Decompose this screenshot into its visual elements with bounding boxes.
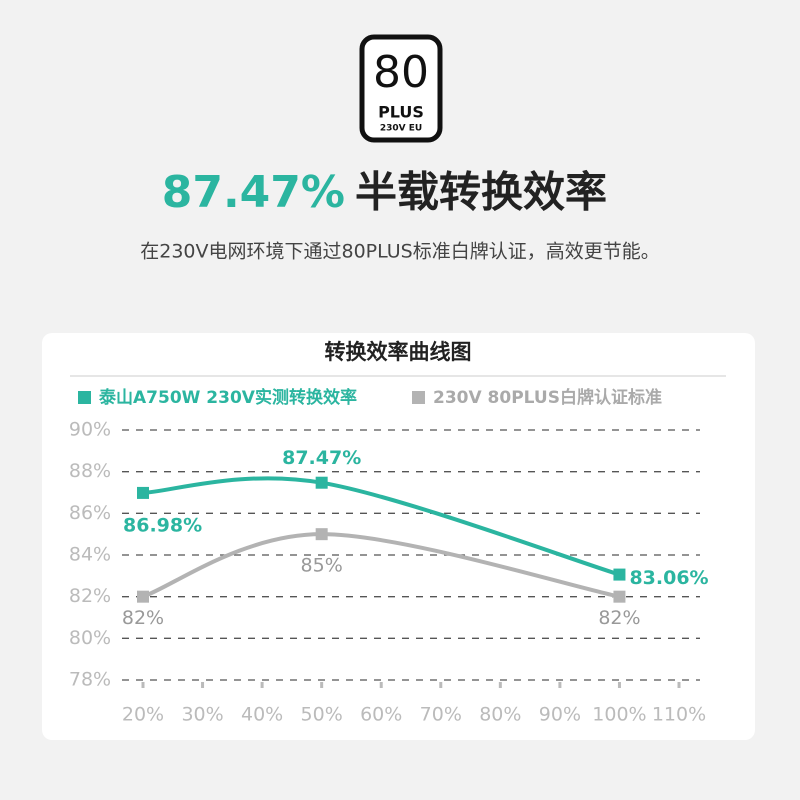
headline-value: 87.47% [162, 167, 345, 218]
point-marker [613, 568, 626, 581]
y-tick-label: 88% [69, 460, 111, 482]
point-marker [613, 590, 626, 603]
y-tick-label: 82% [69, 585, 111, 607]
point-marker [315, 476, 328, 489]
y-tick-label: 86% [69, 502, 111, 524]
x-tick-label: 90% [539, 704, 581, 726]
series-line [142, 476, 621, 577]
y-tick-label: 78% [69, 669, 111, 691]
x-tick-label: 100% [592, 704, 646, 726]
x-tick-label: 50% [301, 704, 343, 726]
legend-swatch [78, 391, 91, 404]
data-label: 86.98% [123, 514, 202, 536]
legend-swatch [412, 391, 425, 404]
data-label: 82% [598, 607, 640, 629]
x-tick-label: 80% [479, 704, 521, 726]
headline-text: 半载转换效率 [355, 168, 607, 217]
x-tick-label: 30% [181, 704, 223, 726]
point-marker [315, 528, 328, 541]
data-label: 85% [301, 555, 343, 577]
x-tick-label: 110% [652, 704, 706, 726]
logo-brand: PLUS [378, 103, 424, 122]
legend-label: 泰山A750W 230V实测转换效率 [99, 387, 357, 408]
y-tick-label: 90% [69, 419, 111, 441]
logo-frame [359, 34, 443, 143]
logo-number: 80 [373, 47, 429, 98]
point-marker [137, 590, 149, 603]
x-tick-label: 40% [241, 704, 283, 726]
y-tick-label: 84% [69, 544, 111, 566]
data-label: 82% [122, 607, 164, 629]
data-label: 83.06% [629, 567, 708, 589]
legend-label: 230V 80PLUS白牌认证标准 [433, 387, 662, 408]
chart-title: 转换效率曲线图 [325, 340, 472, 364]
point-marker [137, 486, 149, 499]
data-label: 87.47% [282, 447, 361, 469]
x-tick-label: 60% [360, 704, 402, 726]
subtitle: 在230V电网环境下通过80PLUS标准白牌认证，高效更节能。 [140, 241, 660, 263]
x-tick-label: 20% [122, 704, 164, 726]
series-line [142, 532, 620, 599]
y-tick-label: 80% [69, 627, 111, 649]
logo-region: 230V EU [380, 124, 422, 134]
x-tick-label: 70% [420, 704, 462, 726]
